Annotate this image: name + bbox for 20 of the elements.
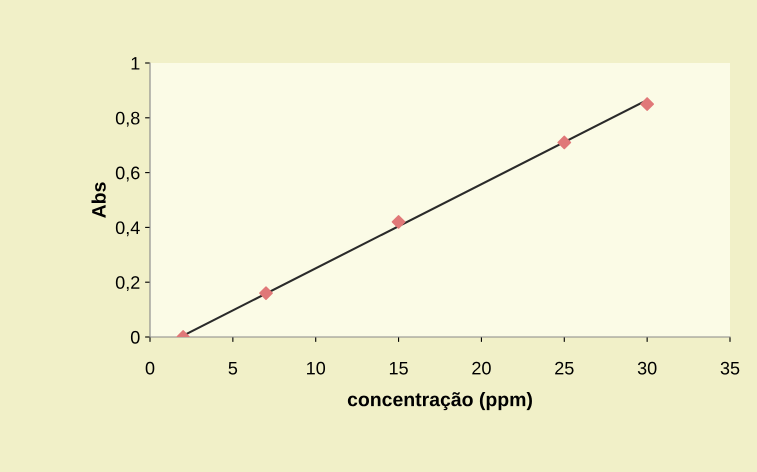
x-tick-label: 0 bbox=[146, 362, 154, 375]
x-axis-title: concentração (ppm) bbox=[348, 392, 532, 410]
x-tick-label: 15 bbox=[390, 362, 408, 375]
y-tick-label: 0,2 bbox=[116, 276, 140, 292]
x-tick-label: 35 bbox=[720, 362, 740, 375]
y-tick-label: 0,6 bbox=[116, 166, 140, 182]
x-tick-label: 10 bbox=[307, 362, 326, 375]
point bbox=[259, 286, 273, 300]
y-tick-label: 1 bbox=[132, 57, 140, 70]
y-axis-title: Abs bbox=[92, 182, 106, 218]
x-tick-label: 20 bbox=[472, 362, 491, 375]
point bbox=[392, 215, 406, 229]
y-tick-label: 0 bbox=[130, 330, 140, 344]
x-tick-label: 5 bbox=[228, 362, 238, 375]
y-tick-label: 0,4 bbox=[116, 221, 140, 236]
point bbox=[557, 136, 572, 150]
x-tick-label: 30 bbox=[638, 362, 656, 375]
x-tick-label: 25 bbox=[555, 362, 574, 375]
point bbox=[640, 97, 654, 112]
y-tick-label: 0,8 bbox=[116, 112, 140, 127]
